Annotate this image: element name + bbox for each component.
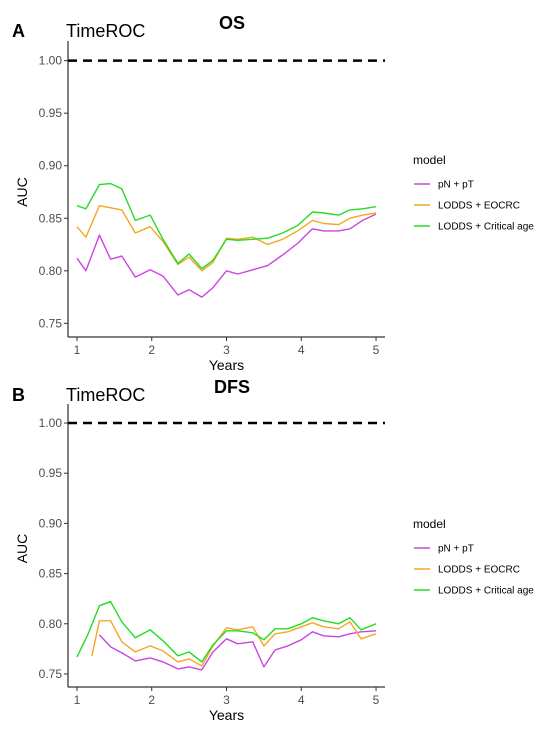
panel-a-x-tick-label: 1 bbox=[74, 343, 81, 357]
panel-a-y-tick-label: 0.95 bbox=[39, 106, 63, 120]
panel-b-series-lodds-eocrc bbox=[91, 620, 377, 667]
panel-b-legend-label-pn-pt: pN + pT bbox=[438, 544, 474, 555]
panel-b-legend-label-lodds-eocrc: LODDS + EOCRC bbox=[438, 565, 520, 576]
panel-a-letter: A bbox=[12, 21, 25, 41]
panel-a-y-axis-title: AUC bbox=[14, 177, 30, 207]
panel-a-legend-title: model bbox=[413, 153, 446, 167]
panel-a-x-tick-label: 3 bbox=[223, 343, 230, 357]
panel-b-series-pn-pt bbox=[98, 630, 377, 671]
panel-a-x-tick-label: 5 bbox=[373, 343, 380, 357]
panel-a-legend-label-lodds-eocrc: LODDS + EOCRC bbox=[438, 201, 520, 212]
panel-b-y-tick-label: 0.75 bbox=[39, 667, 63, 681]
panel-b-y-tick-label: 0.90 bbox=[39, 516, 63, 530]
panel-b-y-tick-label: 1.00 bbox=[39, 416, 63, 430]
panel-b-y-tick-label: 0.85 bbox=[39, 567, 63, 581]
panel-a-y-tick-label: 0.80 bbox=[39, 264, 63, 278]
panel-b-series-lodds-critical-age bbox=[76, 601, 377, 663]
panel-a-y-tick-label: 0.85 bbox=[39, 211, 63, 225]
panel-a-y-tick-label: 0.75 bbox=[39, 316, 63, 330]
panel-b-y-tick-label: 0.80 bbox=[39, 617, 63, 631]
panel-b-legend-title: model bbox=[413, 517, 446, 531]
panel-a-x-axis-title: Years bbox=[209, 357, 244, 373]
panel-b-subtitle: TimeROC bbox=[66, 385, 145, 405]
panel-b-x-tick-label: 4 bbox=[298, 693, 305, 707]
panel-a-x-tick-label: 4 bbox=[298, 343, 305, 357]
panel-b-y-tick-label: 0.95 bbox=[39, 466, 63, 480]
panel-a-legend-label-pn-pt: pN + pT bbox=[438, 180, 474, 191]
panel-a-legend-label-lodds-critical-age: LODDS + Critical age bbox=[438, 222, 534, 233]
panel-a-series-lodds-critical-age bbox=[76, 182, 377, 270]
panel-b-x-tick-label: 1 bbox=[74, 693, 81, 707]
panel-b-x-tick-label: 2 bbox=[148, 693, 155, 707]
panel-a-series-pn-pt bbox=[76, 213, 377, 298]
panel-a-x-tick-label: 2 bbox=[148, 343, 155, 357]
panel-a-title: OS bbox=[219, 13, 245, 33]
panel-b-x-axis-title: Years bbox=[209, 707, 244, 723]
panel-a-subtitle: TimeROC bbox=[66, 21, 145, 41]
panel-b-letter: B bbox=[12, 385, 25, 405]
panel-b-legend-label-lodds-critical-age: LODDS + Critical age bbox=[438, 586, 534, 597]
panel-b-title: DFS bbox=[214, 377, 250, 397]
panel-b-x-tick-label: 3 bbox=[223, 693, 230, 707]
panel-a-y-tick-label: 1.00 bbox=[39, 54, 63, 68]
panel-a-series-lodds-eocrc bbox=[76, 204, 377, 272]
panel-a-y-tick-label: 0.90 bbox=[39, 159, 63, 173]
panel-b-x-tick-label: 5 bbox=[373, 693, 380, 707]
panel-b-y-axis-title: AUC bbox=[14, 534, 30, 564]
